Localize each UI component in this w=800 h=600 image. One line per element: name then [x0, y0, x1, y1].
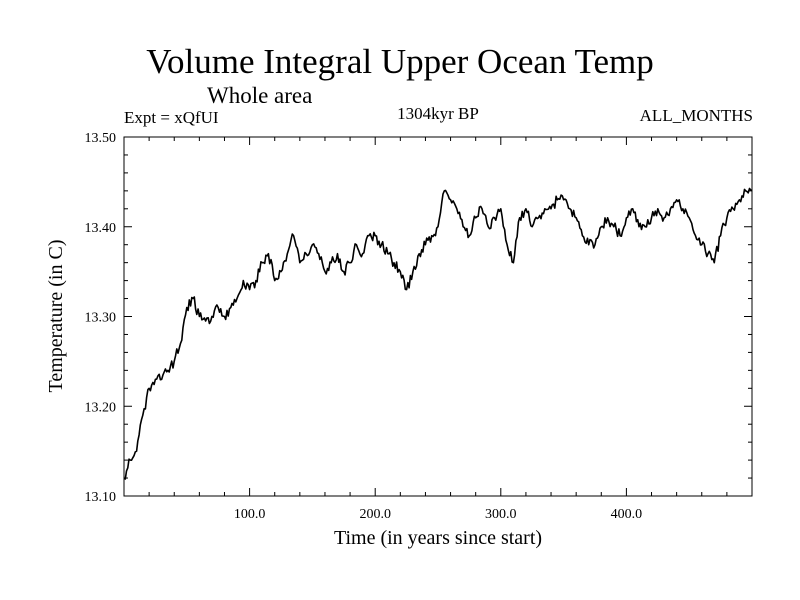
x-axis-label: Time (in years since start) — [334, 527, 542, 549]
plot-frame — [123, 136, 753, 497]
y-tick-labels: 13.10 13.20 13.30 13.40 13.50 — [85, 131, 117, 505]
x-tick-label: 100.0 — [234, 507, 266, 522]
season-label: ALL_MONTHS — [639, 106, 753, 125]
y-tick-label: 13.50 — [85, 131, 117, 146]
y-tick-label: 13.10 — [85, 490, 117, 505]
chart-title: Volume Integral Upper Ocean Temp — [146, 42, 654, 81]
x-tick-label: 300.0 — [485, 507, 517, 522]
temperature-series-line — [123, 187, 753, 480]
y-tick-label: 13.40 — [85, 221, 117, 236]
x-tick-labels: 100.0 200.0 300.0 400.0 — [234, 507, 642, 522]
x-tick-label: 200.0 — [359, 507, 391, 522]
y-tick-label: 13.20 — [85, 400, 117, 415]
major-ticks — [124, 136, 752, 497]
chart-subtitle: Whole area — [207, 83, 313, 108]
x-tick-label: 400.0 — [611, 507, 643, 522]
minor-ticks — [124, 137, 752, 496]
experiment-label: Expt = xQfUI — [124, 108, 219, 127]
y-axis-label: Temperature (in C) — [45, 240, 67, 393]
period-label: 1304kyr BP — [397, 104, 479, 123]
y-tick-label: 13.30 — [85, 311, 117, 326]
